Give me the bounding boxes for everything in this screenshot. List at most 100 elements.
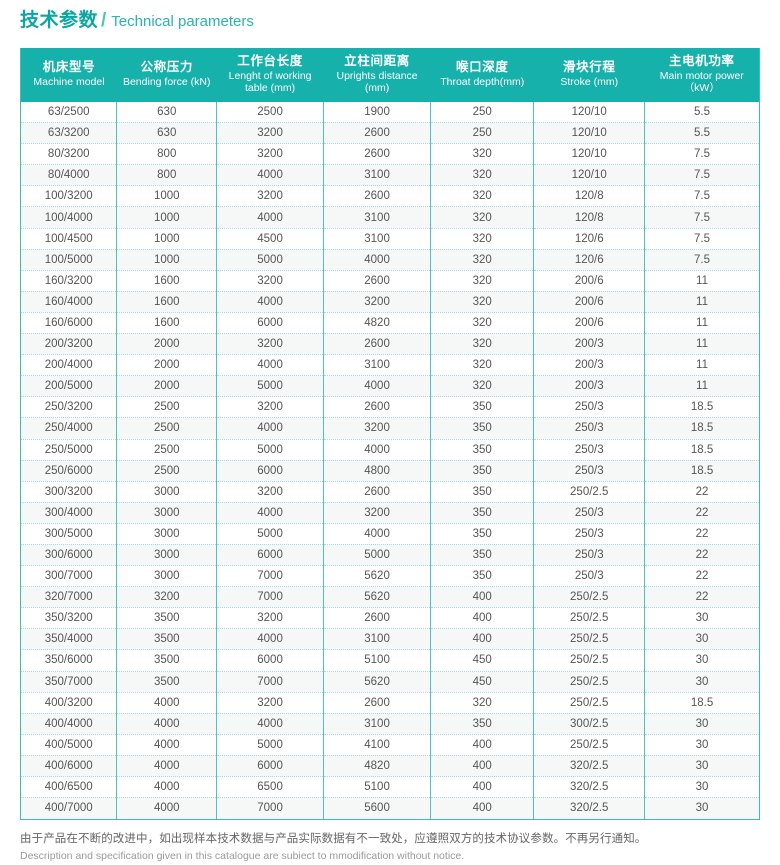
- table-cell: 2600: [323, 692, 432, 714]
- table-cell: 4000: [216, 291, 325, 313]
- table-cell: 120/8: [533, 185, 646, 208]
- table-cell: 250/2.5: [533, 586, 646, 609]
- table-cell: 400: [430, 734, 535, 756]
- table-cell: 18.5: [644, 417, 759, 440]
- table-cell: 250/6000: [21, 460, 118, 482]
- table-column-header-cn-4: 喉口深度: [456, 60, 509, 75]
- table-cell: 3200: [323, 291, 432, 313]
- table-cell: 3200: [216, 122, 325, 145]
- table-cell: 6000: [216, 312, 325, 335]
- table-cell: 2500: [116, 417, 218, 440]
- table-row: 100/4000 1000 4000 3100 320 120/8 7.5: [21, 206, 759, 229]
- table-cell: 320: [430, 206, 535, 229]
- table-cell: 100/3200: [21, 185, 118, 208]
- table-cell: 3000: [116, 502, 218, 524]
- table-cell: 320: [430, 312, 535, 335]
- table-cell: 4000: [323, 523, 432, 545]
- table-column-header-4: 喉口深度 Throat depth(mm): [430, 48, 534, 102]
- table-cell: 2000: [116, 375, 218, 398]
- table-cell: 3200: [216, 396, 325, 419]
- technical-parameters-table: 机床型号 Machine model 公称压力 Bending force (kN) 工…: [21, 48, 759, 819]
- table-cell: 400/4000: [21, 713, 118, 735]
- table-cell: 200/3: [533, 354, 646, 377]
- table-cell: 6000: [216, 649, 325, 672]
- table-column-header-en-3: Uprights distance (mm): [336, 69, 418, 95]
- table-cell: 4000: [323, 249, 432, 271]
- table-cell: 350/6000: [21, 649, 118, 672]
- table-cell: 4800: [323, 460, 432, 482]
- table-cell: 350: [430, 396, 535, 419]
- table-cell: 120/6: [533, 228, 646, 250]
- table-row: 350/6000 3500 6000 5100 450 250/2.5 30: [21, 649, 759, 672]
- table-cell: 2600: [323, 333, 432, 356]
- table-row: 250/6000 2500 6000 4800 350 250/3 18.5: [21, 460, 759, 482]
- table-cell: 250/2.5: [533, 607, 646, 630]
- table-body: 63/2500 630 2500 1900 250 120/10 5.5 63/3200 630…: [21, 101, 759, 819]
- table-cell: 4000: [216, 164, 325, 187]
- table-cell: 6000: [216, 755, 325, 778]
- table-cell: 3500: [116, 628, 218, 651]
- table-row: 350/4000 3500 4000 3100 400 250/2.5 30: [21, 628, 759, 651]
- table-cell: 1000: [116, 206, 218, 229]
- table-cell: 3000: [116, 481, 218, 503]
- table-cell: 7.5: [644, 206, 759, 229]
- table-cell: 11: [644, 270, 759, 292]
- table-cell: 2600: [323, 185, 432, 208]
- table-column-header-1: 公称压力 Bending force (kN): [116, 48, 217, 102]
- table-cell: 1600: [116, 270, 218, 292]
- table-cell: 200/6: [533, 312, 646, 335]
- table-cell: 80/4000: [21, 164, 118, 187]
- table-cell: 320: [430, 333, 535, 356]
- table-cell: 4000: [323, 439, 432, 461]
- table-cell: 250/2.5: [533, 628, 646, 651]
- table-cell: 30: [644, 628, 759, 651]
- table-row: 300/4000 3000 4000 3200 350 250/3 22: [21, 502, 759, 524]
- table-cell: 320: [430, 143, 535, 166]
- table-cell: 22: [644, 544, 759, 567]
- table-cell: 100/5000: [21, 249, 118, 271]
- table-cell: 320/2.5: [533, 776, 646, 799]
- table-cell: 3000: [116, 544, 218, 567]
- table-cell: 250/2.5: [533, 692, 646, 714]
- table-row: 300/6000 3000 6000 5000 350 250/3 22: [21, 544, 759, 567]
- table-cell: 2600: [323, 122, 432, 145]
- technical-parameters-table-wrap: 机床型号 Machine model 公称压力 Bending force (kN) 工…: [20, 48, 760, 820]
- table-cell: 450: [430, 649, 535, 672]
- page-title-en: Technical parameters: [111, 13, 254, 30]
- table-cell: 320: [430, 270, 535, 292]
- table-cell: 350: [430, 713, 535, 735]
- table-cell: 18.5: [644, 692, 759, 714]
- footer-note: 由于产品在不断的改进中，如出现样本技术数据与产品实际数据有不一致处，应遵照双方的…: [20, 831, 760, 865]
- table-cell: 250/3: [533, 396, 646, 419]
- table-column-header-cn-6: 主电机功率: [669, 54, 735, 68]
- table-cell: 160/3200: [21, 270, 118, 292]
- table-cell: 3200: [323, 502, 432, 524]
- table-cell: 4100: [323, 734, 432, 756]
- table-cell: 4000: [216, 502, 325, 524]
- table-cell: 300/5000: [21, 523, 118, 545]
- table-cell: 3200: [323, 417, 432, 440]
- table-cell: 350/7000: [21, 671, 118, 693]
- table-row: 160/4000 1600 4000 3200 320 200/6 11: [21, 291, 759, 313]
- table-column-header-cn-0: 机床型号: [42, 60, 96, 75]
- table-cell: 350/4000: [21, 628, 118, 651]
- table-cell: 250/2.5: [533, 649, 646, 672]
- table-column-header-cn-5: 滑块行程: [563, 60, 616, 75]
- table-cell: 3500: [116, 671, 218, 693]
- table-column-header-en-0: Machine model: [33, 75, 105, 88]
- table-row: 400/3200 4000 3200 2600 320 250/2.5 18.5: [21, 692, 759, 714]
- table-row: 200/5000 2000 5000 4000 320 200/3 11: [21, 375, 759, 398]
- table-cell: 250/3: [533, 565, 646, 588]
- table-cell: 5100: [323, 776, 432, 799]
- table-cell: 250/3: [533, 523, 646, 545]
- table-cell: 3200: [216, 270, 325, 292]
- table-cell: 3100: [323, 164, 432, 187]
- table-column-header-en-2: Lenght of working table (mm): [228, 69, 312, 95]
- table-cell: 1000: [116, 249, 218, 271]
- table-cell: 250/3: [533, 417, 646, 440]
- table-cell: 4000: [216, 417, 325, 440]
- table-cell: 2500: [116, 460, 218, 482]
- page-title-cn: 技术参数: [20, 10, 99, 31]
- table-cell: 5000: [323, 544, 432, 567]
- table-row: 63/2500 630 2500 1900 250 120/10 5.5: [21, 101, 759, 124]
